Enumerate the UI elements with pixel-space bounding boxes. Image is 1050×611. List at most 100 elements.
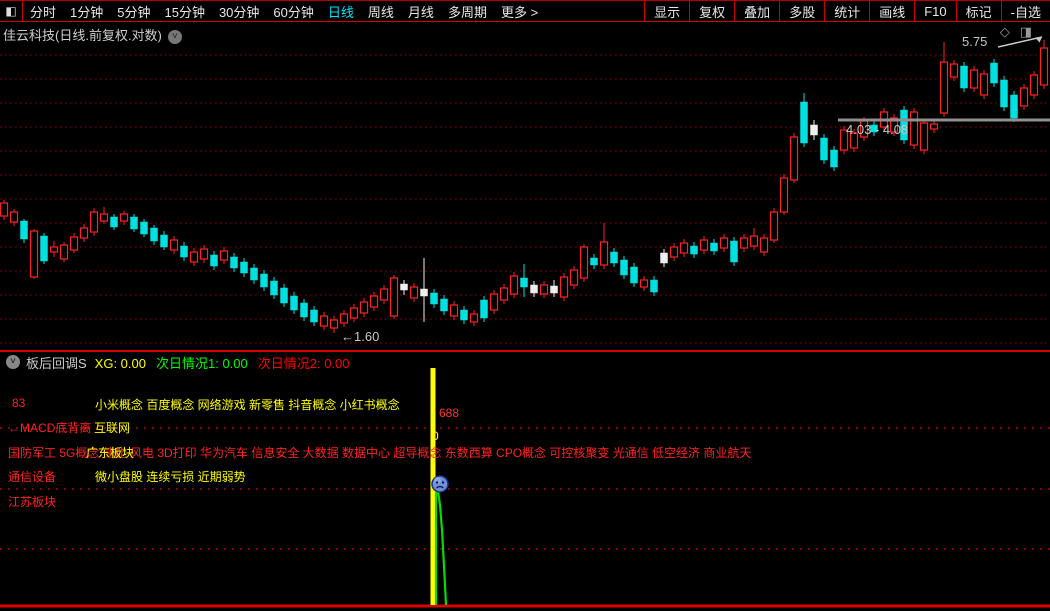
candle-body-down: [960, 65, 968, 89]
topbar-item-8[interactable]: 月线: [407, 4, 434, 20]
tag-row-0-item-0: 83: [12, 396, 26, 410]
candle-body-up: [119, 213, 129, 222]
topbar-tool-1[interactable]: 复权: [689, 1, 734, 21]
topbar-item-0[interactable]: 分时: [30, 4, 57, 20]
candle-body-down: [280, 287, 288, 304]
candle-body-up: [1019, 87, 1029, 107]
candle-body-up: [669, 246, 679, 258]
candle-body-up: [639, 279, 649, 288]
candle-body-up: [919, 122, 929, 151]
topbar-tool-5[interactable]: 画线: [869, 1, 914, 21]
candle-body-up: [59, 244, 69, 260]
indicator-green-line: [434, 487, 448, 606]
candle-body-up: [949, 63, 959, 78]
candle-body-down: [1000, 79, 1008, 108]
topbar-item-2[interactable]: 5分钟: [117, 4, 151, 20]
candle-body-up: [849, 132, 859, 149]
zero-marker: 0: [432, 429, 439, 443]
candle-body-down: [140, 221, 148, 235]
candle-body-down: [180, 245, 188, 258]
candle-body-up: [69, 236, 79, 251]
candle-body-up: [929, 123, 939, 130]
indicator-header: ˅ 板后回调S XG: 0.00 次日情况1: 0.00 次日情况2: 0.00: [0, 353, 360, 372]
candle-body-up: [719, 237, 729, 249]
split-window-icon[interactable]: ◧: [0, 1, 23, 21]
candle-body-down: [690, 245, 698, 255]
tag-row-3-item-0: 通信设备: [8, 470, 57, 484]
stock-title: 佳云科技(日线.前复权.对数) ˅: [3, 25, 182, 44]
topbar-tool-2[interactable]: 叠加: [734, 1, 779, 21]
tag-row-1-item-0: ←MACD底背离: [8, 421, 92, 435]
candle-body-down: [430, 292, 438, 305]
tag-row-0-item-1: 小米概念 百度概念 网络游戏 新零售 抖音概念 小红书概念: [95, 398, 400, 412]
candle-body-doji: [420, 288, 428, 297]
tag-row-2-item-0: 国防军工 5G概念 储能 风电 3D打印 华为汽车 信息安全 大数据 数据中心 …: [8, 446, 752, 460]
stock-title-text: 佳云科技(日线.前复权.对数): [3, 28, 162, 43]
topbar-tool-4[interactable]: 统计: [824, 1, 869, 21]
candle-body-up: [199, 248, 209, 260]
tag-row-4-item-0: 江苏板块: [8, 495, 57, 509]
topbar-item-3[interactable]: 15分钟: [164, 4, 205, 20]
indicator-fields: XG: 0.00 次日情况1: 0.00 次日情况2: 0.00: [95, 353, 360, 372]
candle-body-up: [169, 239, 179, 251]
candle-body-up: [349, 307, 359, 319]
candle-body-down: [1010, 94, 1018, 119]
candle-body-up: [99, 213, 109, 222]
candle-body-doji: [810, 124, 818, 136]
candle-body-down: [630, 266, 638, 284]
candle-body-up: [389, 277, 399, 317]
topbar-tool-6[interactable]: F10: [914, 1, 955, 21]
topbar-item-6[interactable]: 日线: [327, 4, 354, 20]
topbar-tool-8[interactable]: -自选: [1000, 1, 1050, 21]
chevron-down-icon[interactable]: ˅: [167, 29, 182, 44]
high-price-label: 5.75: [962, 34, 988, 49]
topbar-item-7[interactable]: 周线: [367, 4, 394, 20]
indicator-field-0: XG: 0.00: [94, 355, 146, 371]
candle-body-down: [110, 216, 118, 228]
candle-body-up: [939, 61, 949, 114]
top-menu-bar: ◧ 分时 1分钟 5分钟 15分钟 30分钟 60分钟 日线 周线 月线 多周期 更多 > 显示 复权…: [0, 0, 1050, 22]
candle-body-up: [499, 287, 509, 301]
candle-body-up: [29, 230, 39, 278]
candle-body-up: [1039, 47, 1049, 86]
candle-body-up: [569, 269, 579, 286]
panel-toggle-icon[interactable]: ◨: [1019, 24, 1042, 39]
candle-body-up: [469, 313, 479, 323]
candle-body-down: [800, 101, 808, 144]
candle-body-down: [900, 109, 908, 141]
diamond-icon[interactable]: ◇: [999, 24, 1020, 39]
topbar-item-9[interactable]: 多周期: [447, 4, 487, 20]
topbar-item-1[interactable]: 1分钟: [70, 4, 104, 20]
candle-body-up: [319, 315, 329, 327]
range-price-label: 4.03 - 4.08: [846, 122, 909, 137]
candle-body-down: [710, 242, 718, 252]
candle-body-down: [440, 298, 448, 312]
topbar-tool-7[interactable]: 标记: [955, 1, 1001, 21]
low-price-label: ←1.60: [341, 329, 380, 344]
candle-body-down: [40, 235, 48, 262]
high-price-arrow: [997, 36, 1043, 48]
candle-body-up: [769, 211, 779, 241]
candle-body-down: [480, 299, 488, 319]
candle-body-up: [559, 276, 569, 298]
candle-body-down: [870, 124, 878, 133]
topbar-item-4[interactable]: 30分钟: [218, 4, 260, 20]
candle-body-down: [730, 240, 738, 263]
topbar-tool-0[interactable]: 显示: [644, 1, 689, 21]
candle-body-down: [270, 280, 278, 296]
candle-body-up: [89, 211, 99, 233]
topbar-item-10[interactable]: 更多 >: [500, 4, 539, 20]
candle-body-up: [329, 319, 339, 329]
topbar-tool-3[interactable]: 多股: [779, 1, 824, 21]
candle-body-down: [830, 149, 838, 168]
candle-body-up: [1029, 74, 1039, 96]
candle-body-up: [489, 293, 499, 311]
candle-body-down: [590, 257, 598, 266]
chevron-down-icon[interactable]: ˅: [6, 355, 20, 369]
topbar-item-5[interactable]: 60分钟: [273, 4, 314, 20]
candle-body-up: [969, 69, 979, 89]
candle-body-up: [49, 246, 59, 253]
indicator-name[interactable]: 板后回调S: [26, 355, 87, 371]
tag-row-2-item-1: 广东板块: [86, 446, 135, 460]
